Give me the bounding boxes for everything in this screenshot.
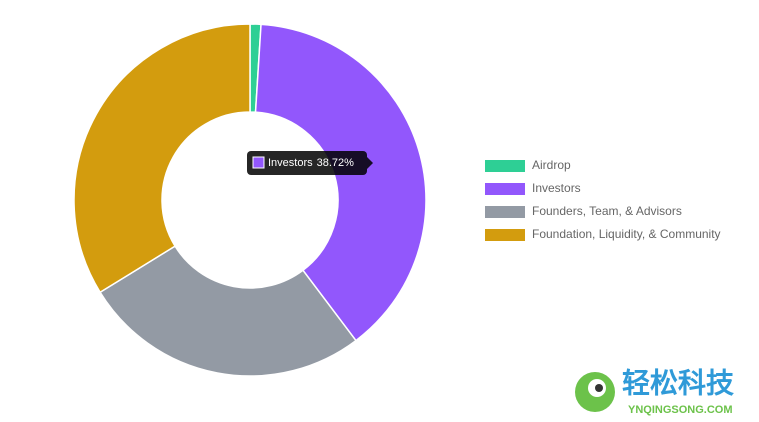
tooltip-name: Investors — [268, 157, 313, 169]
legend-swatch — [485, 206, 525, 218]
legend-swatch — [485, 229, 525, 241]
slice — [254, 23, 427, 342]
legend-label: Investors — [532, 181, 581, 195]
tooltip: Investors 38.72% — [247, 151, 373, 175]
tooltip-value: 38.72% — [317, 157, 355, 169]
legend-swatch — [485, 183, 525, 195]
legend-swatch — [485, 160, 525, 172]
slices — [73, 23, 427, 377]
tooltip-caret — [367, 157, 373, 169]
tooltip-box — [247, 151, 367, 175]
legend-label: Founders, Team, & Advisors — [532, 204, 682, 218]
slice — [73, 23, 251, 294]
watermark-subtitle: YNQINGSONG.COM — [628, 404, 733, 416]
watermark-title: 轻松科技 — [622, 367, 734, 398]
legend-label: Airdrop — [532, 158, 571, 172]
watermark: 轻松科技 YNQINGSONG.COM — [575, 367, 734, 416]
legend: Airdrop Investors Founders, Team, & Adviso… — [485, 158, 721, 241]
legend-label: Foundation, Liquidity, & Community — [532, 227, 721, 241]
slice — [99, 245, 357, 377]
tooltip-text: Investors 38.72% — [268, 157, 354, 169]
watermark-logo-pupil — [595, 384, 603, 392]
tooltip-swatch — [252, 156, 265, 169]
